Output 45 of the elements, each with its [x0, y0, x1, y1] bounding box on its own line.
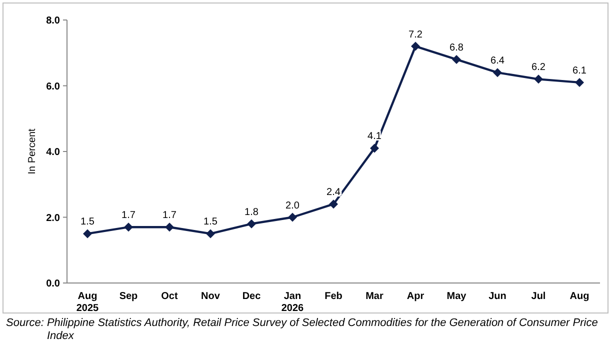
x-tick-label: Sep — [119, 291, 138, 302]
point — [165, 222, 174, 232]
point — [124, 222, 133, 232]
y-tick-label: 0.0 — [46, 278, 60, 290]
x-tick-label: Aug — [570, 291, 590, 302]
x-tick-label: Dec — [242, 291, 262, 302]
text: 7.2 — [408, 29, 422, 40]
point — [452, 54, 461, 64]
x-tick-label: Jan 2026 — [281, 291, 304, 314]
point — [370, 144, 379, 153]
y-tick-label: 8.0 — [46, 16, 60, 26]
x-tick-label: Jul — [531, 291, 546, 302]
text: 6.2 — [532, 62, 546, 74]
x-tick-label: Oct — [161, 291, 179, 302]
y-tick-label: 4.0 — [46, 147, 60, 158]
source-note: Source: Philippine Statistics Authority, Retail Price Survey of Selected Commodities for the Generation of Consumer Price Index — [6, 317, 598, 342]
x-tick-label: May — [446, 291, 467, 302]
text: 1.7 — [122, 210, 136, 222]
point — [288, 212, 297, 222]
y-tick-label: 2.0 — [46, 212, 60, 224]
point — [206, 229, 215, 238]
x-tick-label: Nov — [201, 291, 220, 302]
x-tick-label: Mar — [366, 291, 384, 302]
text: 6.8 — [450, 42, 464, 54]
y-tick-label: 6.0 — [46, 81, 60, 92]
text: 2.0 — [286, 200, 300, 212]
point — [83, 229, 92, 238]
text: 1.5 — [80, 216, 94, 228]
point — [575, 78, 584, 87]
point — [493, 68, 502, 78]
x-tick-label: Apr — [406, 291, 424, 302]
text: 1.5 — [204, 216, 218, 228]
text: 6.1 — [572, 65, 586, 76]
point — [534, 74, 543, 84]
point — [329, 200, 338, 209]
text: 6.4 — [490, 56, 504, 67]
x-tick-label: Aug 2025 — [76, 291, 100, 314]
point — [247, 219, 256, 228]
text: 1.8 — [244, 206, 258, 218]
point — [411, 42, 420, 51]
text: 2.4 — [326, 187, 340, 198]
x-tick-label: Jun — [488, 291, 506, 302]
x-tick-label: Feb — [324, 291, 342, 302]
y-axis-title: In Percent — [27, 128, 38, 174]
text: 1.7 — [162, 210, 176, 222]
